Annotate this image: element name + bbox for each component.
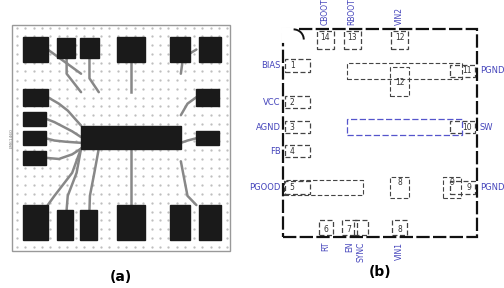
- Bar: [443, 177, 461, 198]
- Text: (b): (b): [369, 265, 392, 279]
- Bar: [116, 37, 145, 62]
- Text: VIN1: VIN1: [395, 242, 404, 260]
- Bar: [391, 31, 408, 49]
- Bar: [450, 121, 475, 133]
- Bar: [354, 220, 368, 236]
- Bar: [342, 220, 356, 236]
- Text: PGOOD: PGOOD: [249, 183, 281, 192]
- Text: 12: 12: [395, 33, 404, 42]
- Text: SW: SW: [480, 123, 493, 132]
- Bar: [23, 205, 48, 240]
- Text: RT: RT: [322, 242, 331, 251]
- Bar: [283, 29, 477, 237]
- Text: PGND2: PGND2: [480, 67, 504, 75]
- Bar: [199, 205, 221, 240]
- Text: 4: 4: [290, 147, 295, 156]
- Bar: [197, 89, 219, 106]
- Text: RBOOT: RBOOT: [348, 0, 357, 25]
- Text: 1: 1: [290, 61, 294, 70]
- Bar: [285, 60, 309, 72]
- Bar: [285, 121, 309, 133]
- Bar: [116, 205, 145, 240]
- Bar: [317, 31, 334, 49]
- Bar: [344, 31, 361, 49]
- Bar: [450, 65, 475, 77]
- Text: 14: 14: [320, 33, 330, 42]
- Text: AGND: AGND: [256, 123, 281, 132]
- Text: (a): (a): [110, 270, 132, 284]
- Bar: [23, 112, 45, 126]
- Bar: [347, 119, 463, 135]
- Text: SYNC: SYNC: [356, 242, 365, 262]
- Text: 9: 9: [467, 183, 471, 192]
- Bar: [23, 131, 45, 145]
- Text: 3: 3: [290, 123, 295, 132]
- Text: 6: 6: [324, 226, 329, 234]
- Bar: [23, 89, 48, 106]
- Bar: [80, 210, 97, 240]
- Bar: [170, 205, 190, 240]
- Bar: [170, 37, 190, 62]
- Bar: [450, 181, 475, 194]
- Bar: [347, 63, 463, 79]
- Text: 5: 5: [290, 183, 295, 192]
- Bar: [197, 131, 219, 145]
- Bar: [284, 180, 363, 195]
- Bar: [56, 38, 76, 58]
- Bar: [23, 151, 45, 165]
- Bar: [285, 145, 309, 157]
- Text: CBOOT: CBOOT: [321, 0, 330, 25]
- Bar: [199, 37, 221, 62]
- Text: VCC: VCC: [263, 98, 281, 107]
- Text: 2: 2: [290, 98, 294, 107]
- Bar: [56, 210, 73, 240]
- Bar: [80, 38, 99, 58]
- Text: 13: 13: [347, 33, 357, 42]
- Text: EN: EN: [345, 242, 354, 252]
- Text: BIAS: BIAS: [261, 61, 281, 70]
- Bar: [391, 177, 409, 198]
- Text: 11: 11: [462, 67, 471, 75]
- Text: PGND1: PGND1: [480, 183, 504, 192]
- Bar: [392, 220, 407, 236]
- Text: FB: FB: [270, 147, 281, 156]
- Text: 8: 8: [397, 178, 402, 187]
- Text: 8: 8: [397, 226, 402, 234]
- Bar: [391, 67, 409, 96]
- Text: 9: 9: [450, 178, 454, 187]
- Bar: [81, 126, 181, 149]
- Bar: [319, 220, 333, 236]
- Bar: [23, 37, 48, 62]
- Text: 7: 7: [347, 226, 352, 234]
- Text: 12: 12: [395, 78, 404, 87]
- Text: 10: 10: [462, 123, 471, 132]
- Text: VIN2: VIN2: [395, 7, 404, 25]
- Bar: [285, 181, 309, 194]
- Bar: [285, 96, 309, 109]
- Text: LM61460: LM61460: [10, 128, 14, 148]
